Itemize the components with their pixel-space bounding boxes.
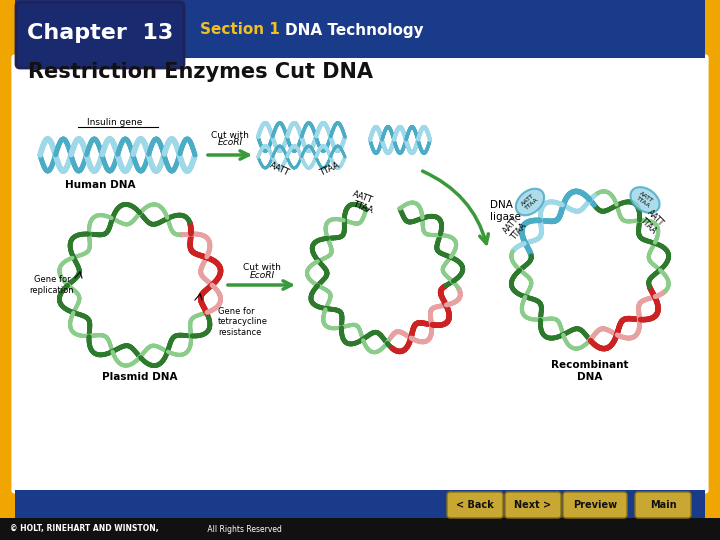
Text: AATT
TTAA: AATT TTAA [501, 214, 528, 241]
FancyBboxPatch shape [10, 53, 710, 495]
Text: Restriction Enzymes Cut DNA: Restriction Enzymes Cut DNA [28, 62, 373, 82]
Bar [705, 0, 720, 540]
FancyBboxPatch shape [635, 492, 691, 518]
Text: Section 1: Section 1 [200, 23, 285, 37]
Text: Main: Main [649, 500, 676, 510]
FancyBboxPatch shape [505, 492, 561, 518]
Text: Human DNA: Human DNA [65, 180, 135, 190]
Text: Cut with: Cut with [211, 131, 249, 140]
FancyBboxPatch shape [447, 492, 503, 518]
Text: < Back: < Back [456, 500, 494, 510]
Text: EcoRI: EcoRI [217, 138, 243, 147]
Text: © HOLT, RINEHART AND WINSTON,: © HOLT, RINEHART AND WINSTON, [10, 524, 158, 534]
Text: Insulin gene: Insulin gene [87, 118, 143, 127]
Text: Plasmid DNA: Plasmid DNA [102, 372, 178, 382]
Text: Next >: Next > [514, 500, 552, 510]
Text: AATT: AATT [351, 189, 374, 205]
Text: Recombinant
DNA: Recombinant DNA [552, 360, 629, 382]
Text: AATT
TTAA: AATT TTAA [636, 191, 654, 209]
Bar [15, 0, 705, 58]
FancyBboxPatch shape [563, 492, 627, 518]
Text: AATT: AATT [269, 160, 292, 178]
Bar [0, 0, 15, 540]
Text: Gene for
tetracycline
resistance: Gene for tetracycline resistance [218, 307, 268, 337]
Ellipse shape [516, 188, 544, 215]
Text: AATT
TTAA: AATT TTAA [639, 208, 666, 235]
Text: Gene for
replication: Gene for replication [30, 275, 74, 295]
FancyBboxPatch shape [16, 2, 184, 68]
Text: EcoRI: EcoRI [249, 271, 274, 280]
Text: ligase: ligase [490, 212, 521, 222]
Text: DNA Technology: DNA Technology [285, 23, 423, 37]
Ellipse shape [631, 187, 660, 213]
Text: DNA: DNA [490, 200, 513, 210]
Text: All Rights Reserved: All Rights Reserved [205, 524, 282, 534]
Text: Chapter  13: Chapter 13 [27, 23, 173, 43]
Text: AATT
TTAA: AATT TTAA [521, 193, 539, 211]
Text: Preview: Preview [573, 500, 617, 510]
Text: TTAA: TTAA [351, 199, 374, 215]
Text: Cut with: Cut with [243, 263, 281, 272]
Text: TTAA: TTAA [318, 160, 341, 178]
Bar [15, 490, 705, 518]
Bar [0, 518, 720, 540]
